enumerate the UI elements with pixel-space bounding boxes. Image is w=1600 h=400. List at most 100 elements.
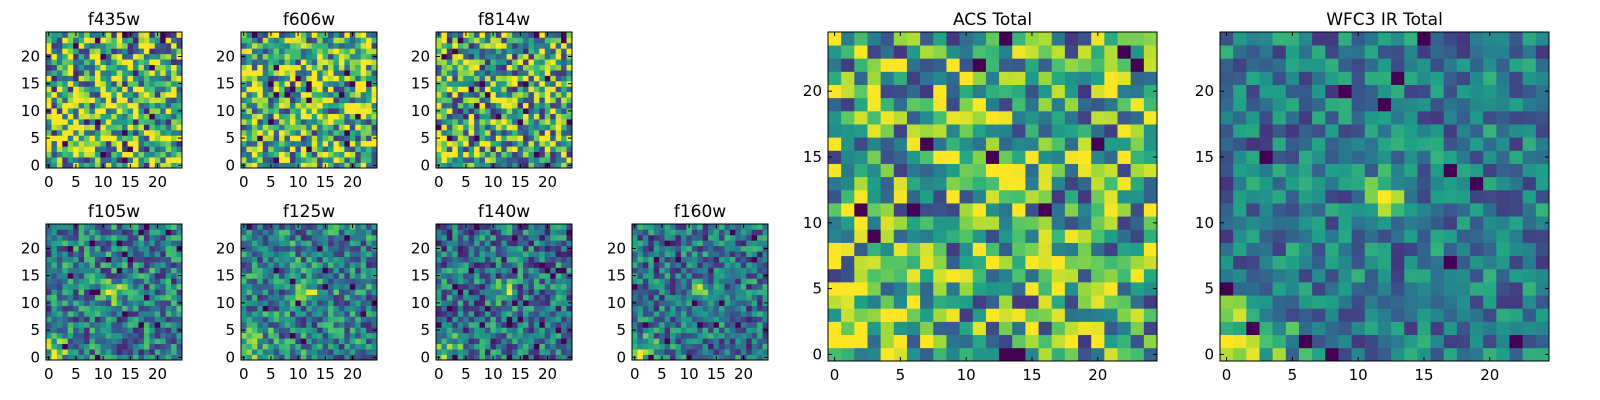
heatmap-cell [664, 267, 671, 274]
heatmap-cell [729, 316, 736, 323]
heatmap-cell [62, 97, 69, 104]
heatmap-cell [713, 283, 720, 290]
heatmap-cell [468, 283, 475, 290]
heatmap-cell [246, 224, 253, 230]
heatmap-cell [512, 311, 518, 317]
heatmap-cell [506, 42, 513, 49]
heatmap-cell [94, 349, 101, 355]
heatmap-cell [501, 267, 508, 274]
heatmap-cell [632, 256, 638, 263]
heatmap-cell [653, 240, 660, 247]
heatmap-cell [279, 283, 285, 290]
heatmap-cell [306, 321, 313, 328]
heatmap-cell [561, 157, 567, 163]
heatmap-cell [637, 240, 644, 247]
heatmap-cell [920, 255, 934, 270]
heatmap-cell [84, 349, 90, 355]
heatmap-cell [84, 245, 90, 252]
heatmap-cell [257, 140, 264, 147]
heatmap-cell [251, 42, 258, 49]
heatmap-cell [317, 124, 323, 131]
heatmap-cell [539, 53, 546, 60]
heatmap-cell [67, 229, 74, 236]
heatmap-cell [344, 327, 351, 334]
heatmap-cell [533, 251, 540, 257]
heatmap-cell [138, 278, 145, 285]
heatmap-cell [724, 278, 731, 285]
heatmap-cell [479, 151, 486, 158]
heatmap-cell [555, 135, 562, 142]
heatmap-cell [133, 234, 139, 241]
heatmap-cell [165, 129, 172, 136]
heatmap-cell [73, 124, 79, 131]
heatmap-cell [160, 48, 167, 55]
heatmap-cell [506, 300, 513, 306]
heatmap-cell [463, 42, 469, 49]
heatmap-cell [506, 102, 513, 109]
heatmap-cell [279, 162, 285, 169]
heatmap-cell [338, 97, 345, 104]
heatmap-cell [143, 262, 150, 268]
heatmap-cell [111, 332, 118, 339]
heatmap-cell [544, 262, 551, 268]
heatmap-cell [279, 267, 285, 274]
heatmap-cell [566, 267, 573, 274]
heatmap-cell [468, 113, 475, 120]
heatmap-cell [441, 272, 448, 279]
heatmap-cell [89, 251, 96, 257]
heatmap-cell [366, 59, 372, 65]
heatmap-cell [328, 113, 334, 120]
heatmap-cell [841, 163, 855, 178]
heatmap-cell [84, 86, 90, 93]
heatmap-cell [561, 53, 567, 60]
heatmap-cell [171, 53, 177, 60]
heatmap-cell [328, 354, 334, 361]
heatmap-cell [241, 129, 247, 136]
heatmap-cell [366, 256, 372, 263]
heatmap-cell [724, 294, 731, 301]
heatmap-cell [78, 53, 85, 60]
heatmap-cell [257, 119, 264, 125]
heatmap-cell [533, 80, 540, 87]
heatmap-cell [468, 162, 475, 169]
heatmap-cell [67, 32, 74, 38]
heatmap-cell [300, 113, 307, 120]
heatmap-cell [841, 216, 855, 230]
heatmap-cell [355, 229, 362, 236]
y-tick-label: 10 [411, 294, 430, 312]
heatmap-cell [724, 262, 731, 268]
heatmap-cell [317, 289, 323, 296]
heatmap-cell [105, 102, 112, 109]
heatmap-cell [479, 234, 486, 241]
heatmap-cell [441, 129, 448, 136]
heatmap-cell [62, 256, 69, 263]
heatmap-cell [317, 256, 323, 263]
heatmap-cell [1130, 347, 1145, 362]
heatmap-cell [328, 135, 334, 142]
heatmap-cell [506, 354, 513, 361]
heatmap-cell [490, 311, 497, 317]
heatmap-cell [544, 129, 551, 136]
heatmap-cell [474, 53, 480, 60]
heatmap-cell [73, 91, 79, 98]
heatmap-cell [241, 332, 247, 339]
heatmap-cell [94, 289, 101, 296]
heatmap-cell [306, 327, 313, 334]
heatmap-cell [539, 59, 546, 65]
heatmap-cell [740, 294, 747, 301]
heatmap-cell [62, 278, 69, 285]
heatmap-cell [94, 262, 101, 268]
heatmap-cell [355, 162, 362, 169]
heatmap-cell [360, 135, 367, 142]
heatmap-cell [333, 162, 340, 169]
heatmap-cell [539, 80, 546, 87]
heatmap-cell [474, 124, 480, 131]
heatmap-cell [149, 267, 156, 274]
heatmap-cell [675, 294, 682, 301]
heatmap-cell [360, 91, 367, 98]
heatmap-cell [906, 216, 921, 230]
heatmap-cell [246, 42, 253, 49]
heatmap-cell [691, 311, 698, 317]
heatmap-cell [273, 70, 280, 76]
